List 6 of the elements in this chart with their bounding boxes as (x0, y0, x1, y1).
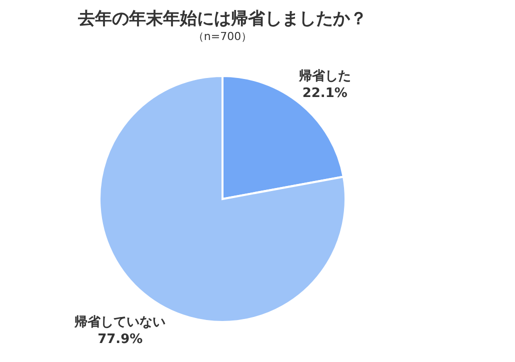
chart-subtitle: （n=700） (192, 30, 252, 43)
data-label: 22.1% (302, 86, 348, 102)
slice-label: 帰省した (298, 69, 351, 84)
data-label: 77.9% (98, 332, 143, 347)
chart-title: 去年の年末年始には帰省しましたか？ (77, 9, 367, 29)
slice-label: 帰省していない (74, 314, 166, 330)
